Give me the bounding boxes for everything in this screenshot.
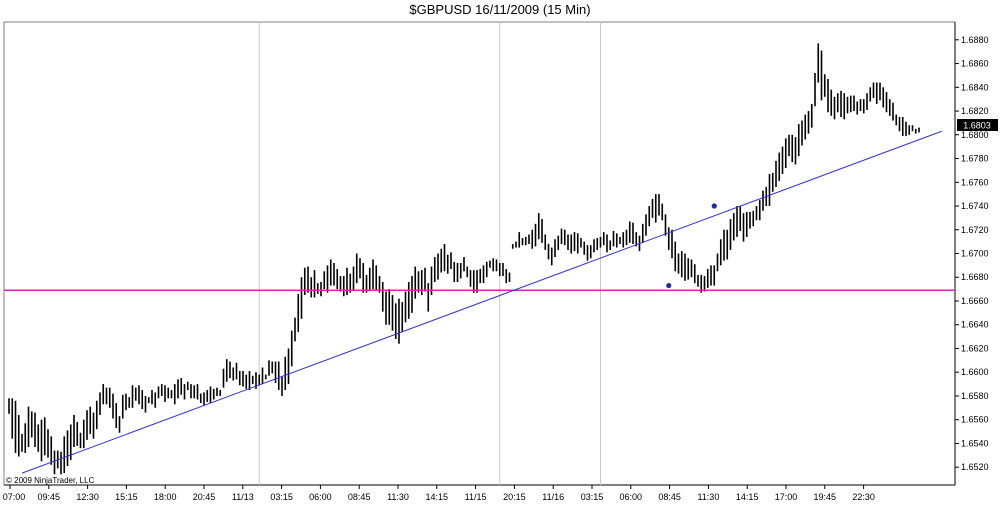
x-tick-label: 11/16 — [542, 492, 564, 502]
marker-dot-0 — [666, 282, 672, 289]
plot-area-frame — [3, 21, 956, 486]
y-tick-label: 1.6700 — [961, 249, 989, 259]
x-tick-label: 08:45 — [348, 492, 371, 502]
last-price-marker: 1.6803 — [957, 119, 998, 131]
x-tick-label: 19:45 — [814, 492, 837, 502]
chart-title: $GBPUSD 16/11/2009 (15 Min) — [409, 2, 591, 17]
x-tick-label: 14:15 — [736, 492, 759, 502]
y-tick-label: 1.6640 — [961, 320, 989, 330]
y-tick-label: 1.6740 — [961, 201, 989, 211]
x-axis: 07:00 09:45 12:30 15:15 18:00 20:45 11/13 03:15… — [3, 485, 875, 502]
y-tick-label: 1.6620 — [961, 343, 989, 353]
x-tick-label: 06:00 — [309, 492, 332, 502]
last-price-label: 1.6803 — [963, 121, 991, 131]
price-bars — [8, 43, 920, 475]
y-tick-label: 1.6660 — [961, 296, 989, 306]
x-tick-label: 11:30 — [697, 492, 719, 502]
x-tick-label: 08:45 — [658, 492, 681, 502]
drawn-lines — [4, 130, 955, 474]
x-tick-label: 20:45 — [193, 492, 216, 502]
x-tick-label: 14:15 — [426, 492, 449, 502]
copyright-text: © 2009 NinjaTrader, LLC — [6, 476, 95, 485]
y-tick-label: 1.6680 — [961, 272, 989, 282]
y-tick-label: 1.6840 — [961, 82, 989, 92]
x-tick-label: 09:45 — [38, 492, 61, 502]
y-tick-label: 1.6520 — [961, 462, 989, 472]
x-tick-label: 15:15 — [115, 492, 138, 502]
y-tick-label: 1.6780 — [961, 154, 989, 164]
y-tick-label: 1.6760 — [961, 177, 989, 187]
x-tick-label: 03:15 — [581, 492, 604, 502]
y-tick-label: 1.6540 — [961, 438, 989, 448]
y-axis: 1.6520 1.6540 1.6560 1.6580 1.6600 1.6620 1.66… — [955, 35, 989, 472]
y-tick-label: 1.6580 — [961, 391, 989, 401]
day-separator-grid — [258, 22, 601, 485]
y-tick-label: 1.6860 — [961, 59, 989, 69]
x-tick-label: 22:30 — [852, 492, 875, 502]
y-tick-label: 1.6600 — [961, 367, 989, 377]
y-tick-label: 1.6560 — [961, 415, 989, 425]
last-price-box — [957, 119, 998, 131]
x-tick-label: 11/13 — [232, 492, 254, 502]
y-tick-label: 1.6820 — [961, 106, 989, 116]
x-tick-label: 17:00 — [775, 492, 798, 502]
y-tick-label: 1.6800 — [961, 130, 989, 140]
x-tick-label: 03:15 — [270, 492, 293, 502]
y-tick-label: 1.6720 — [961, 225, 989, 235]
marker-dot-1 — [711, 203, 717, 209]
x-tick-label: 18:00 — [154, 492, 177, 502]
x-tick-label: 12:30 — [76, 492, 99, 502]
x-tick-label: 11:30 — [387, 492, 409, 502]
x-tick-label: 07:00 — [3, 492, 26, 502]
y-tick-label: 1.6880 — [961, 35, 989, 45]
x-tick-label: 11/15 — [465, 492, 487, 502]
trendline — [21, 130, 942, 474]
x-tick-label: 06:00 — [620, 492, 643, 502]
x-tick-label: 20:15 — [503, 492, 526, 502]
